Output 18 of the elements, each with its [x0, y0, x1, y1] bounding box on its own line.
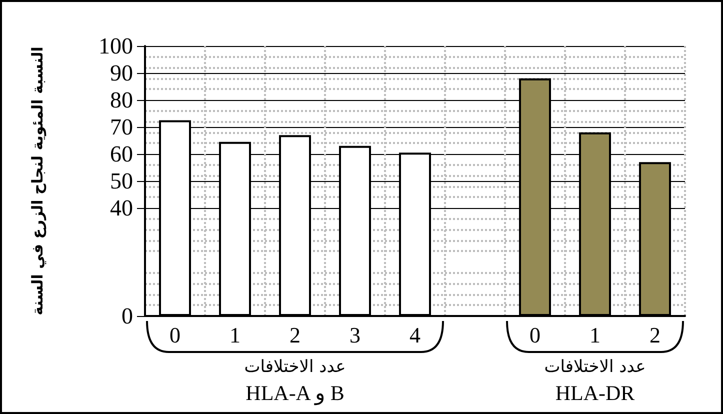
x-tick-label: 1 [230, 322, 240, 348]
y-tick-label: 40 [110, 196, 133, 220]
x-tick-label: 0 [170, 322, 180, 348]
y-tick-label: 50 [110, 168, 133, 194]
y-axis-title: النسبة المئوية لنجاح الزرع في السنة [28, 46, 46, 316]
y-tick-label: 70 [110, 114, 133, 140]
y-tick-label: 90 [110, 60, 133, 86]
x-tick-label: 2 [650, 322, 660, 348]
y-tick-label: 80 [110, 88, 133, 112]
text: عدد الاختلافات HLA-A و B [244, 357, 346, 406]
x-tick-label: 4 [410, 322, 420, 348]
x-tick-label: 1 [590, 322, 600, 348]
y-tick-label: 60 [110, 142, 133, 166]
x-tick-label: 0 [530, 322, 540, 348]
x-tick-label: 3 [350, 322, 360, 348]
y-tick-label: 0 [122, 304, 133, 328]
y-tick-label: 100 [98, 34, 133, 58]
x-tick-label: 2 [290, 322, 300, 348]
